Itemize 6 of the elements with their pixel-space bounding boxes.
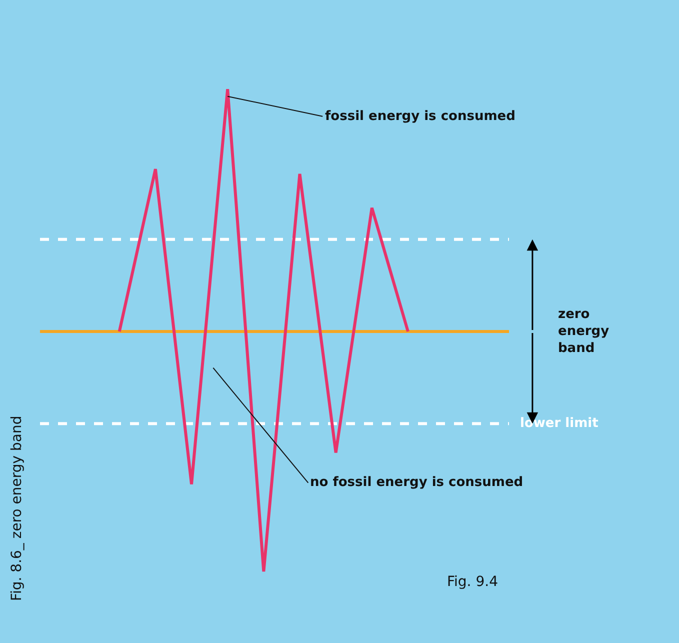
ref-line-label: lower limit bbox=[520, 416, 598, 431]
annotation: no fossil energy is consumed bbox=[310, 475, 524, 490]
annotation: fossil energy is consumed bbox=[325, 109, 516, 124]
caption: Fig. 8.6_ zero energy band bbox=[9, 416, 26, 602]
caption: Fig. 9.4 bbox=[447, 574, 498, 590]
text: zero energy band bbox=[558, 307, 610, 356]
